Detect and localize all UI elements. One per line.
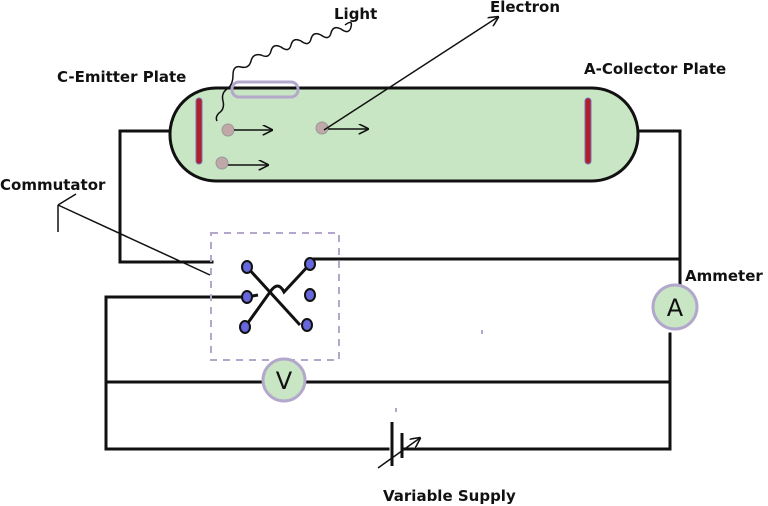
electron-label: Electron	[490, 0, 560, 16]
commutator-label: Commutator	[0, 176, 106, 194]
variable-supply-battery	[377, 408, 420, 469]
commutator-terminal	[304, 257, 316, 271]
emitter-label: C-Emitter Plate	[57, 68, 186, 86]
electrons	[215, 121, 368, 170]
electron-2	[215, 156, 229, 170]
emitter-plate	[195, 97, 203, 165]
vacuum-tube	[168, 86, 640, 183]
commutator-terminal	[241, 260, 253, 274]
collector-label: A-Collector Plate	[584, 60, 726, 78]
voltmeter: V	[261, 357, 307, 403]
ammeter-symbol: A	[667, 294, 684, 322]
light-wave	[215, 21, 353, 122]
light-label: Light	[334, 5, 377, 23]
voltmeter-symbol: V	[276, 367, 293, 395]
electron-1	[221, 123, 235, 137]
commutator-terminal	[301, 318, 313, 332]
supply-label: Variable Supply	[383, 487, 516, 505]
ammeter-label: Ammeter	[685, 267, 763, 285]
commutator-terminal	[239, 320, 251, 334]
collector-plate	[584, 97, 592, 165]
commutator-terminal	[304, 288, 316, 302]
commutator-pointer	[57, 193, 211, 276]
ammeter: A	[651, 283, 699, 331]
electron-pointer	[323, 17, 498, 131]
commutator-terminal	[241, 290, 253, 304]
light-window	[230, 80, 300, 99]
